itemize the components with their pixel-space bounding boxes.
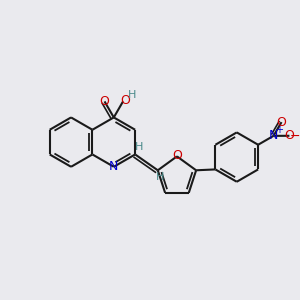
Text: −: −: [290, 130, 300, 143]
Text: O: O: [100, 95, 110, 108]
Text: N: N: [109, 160, 119, 173]
Text: N: N: [269, 129, 278, 142]
Text: O: O: [120, 94, 130, 107]
Text: O: O: [172, 149, 182, 162]
Text: +: +: [275, 125, 284, 135]
Text: H: H: [135, 142, 143, 152]
Text: O: O: [284, 129, 294, 142]
Text: O: O: [277, 116, 286, 129]
Text: H: H: [128, 91, 136, 100]
Text: H: H: [156, 172, 164, 182]
